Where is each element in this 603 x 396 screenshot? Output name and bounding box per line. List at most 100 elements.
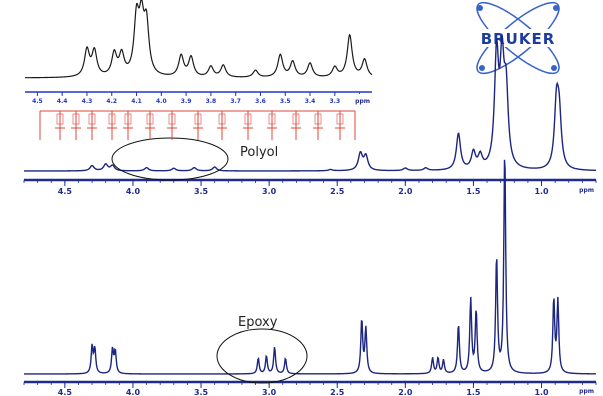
inset-peak <box>146 10 147 11</box>
inset-tick-label: 3.7 <box>230 98 241 105</box>
polyol-annotation: Polyol <box>240 145 278 160</box>
structure-label-box <box>194 113 202 125</box>
structure-label-box <box>314 113 322 125</box>
polyol-peak <box>405 167 406 168</box>
epoxy-peak <box>115 347 116 348</box>
epoxy-unit-label: ppm <box>579 388 594 395</box>
structure-label-box <box>56 113 64 125</box>
epoxy-peak <box>258 357 259 358</box>
inset-peak <box>121 49 122 50</box>
epoxy-tick-label: 1.0 <box>534 388 549 396</box>
epoxy-peak <box>470 296 471 297</box>
polyol-peak <box>473 149 474 150</box>
epoxy-tick-label: 2.5 <box>330 388 345 396</box>
epoxy-tick-label: 2.0 <box>398 388 413 396</box>
polyol-peak <box>92 165 93 166</box>
epoxy-peak <box>285 357 286 358</box>
epoxy-region-ellipse <box>216 328 308 384</box>
inset-tick-label: 3.9 <box>181 98 192 105</box>
polyol-tick-label: 1.5 <box>466 187 481 196</box>
polyol-peak <box>496 38 497 39</box>
inset-peak <box>136 4 137 5</box>
inset-peak <box>334 65 335 66</box>
epoxy-tick-label: 4.5 <box>58 388 73 396</box>
logo-orbit-1 <box>476 1 560 75</box>
inset-tick-label: 3.5 <box>280 98 291 105</box>
epoxy-peak <box>553 294 554 295</box>
polyol-peak <box>425 167 426 168</box>
polyol-peak <box>559 93 560 94</box>
polyol-peak <box>360 151 361 152</box>
epoxy-trace <box>24 159 597 375</box>
structure-pendant <box>243 111 253 140</box>
epoxy-tick-label: 3.5 <box>194 388 209 396</box>
epoxy-peak <box>458 323 459 324</box>
structure-pendant <box>145 111 155 140</box>
epoxy-peak <box>504 146 505 147</box>
epoxy-peak <box>361 316 362 317</box>
polyol-unit-label: ppm <box>579 187 594 194</box>
structure-pendant <box>193 111 203 140</box>
inset-peak <box>210 65 211 66</box>
structure-label-box <box>336 113 344 125</box>
inset-tick-label: 4.5 <box>32 98 43 105</box>
inset-peak <box>86 46 87 47</box>
inset-peak <box>94 47 95 48</box>
polyol-peak <box>214 166 215 167</box>
structure-label-box <box>88 113 96 125</box>
polyol-peak <box>501 35 502 36</box>
polyol-peak <box>556 85 557 86</box>
structure-ends <box>39 111 356 140</box>
epoxy-peak <box>112 345 113 346</box>
inset-tick-label: 4.1 <box>131 98 142 105</box>
epoxy-peak <box>437 356 438 357</box>
polyol-tick-label: 4.0 <box>126 187 141 196</box>
inset-peak <box>255 70 256 71</box>
structure-pendant <box>55 111 65 140</box>
logo-node-3 <box>479 65 485 71</box>
inset-tick-label: 4.2 <box>106 98 117 105</box>
inset-tick-label: 4.4 <box>57 98 68 105</box>
polyol-tick-label: 2.0 <box>398 187 413 196</box>
epoxy-peak <box>496 252 497 253</box>
polyol-peak <box>480 151 481 152</box>
structure-pendant <box>87 111 97 140</box>
structure-label-box <box>72 113 80 125</box>
polyol-peak <box>105 163 106 164</box>
polyol-trace <box>24 35 597 172</box>
polyol-peak <box>194 167 195 168</box>
structure-pendant <box>313 111 323 140</box>
molecular-structure-diagram <box>39 110 356 140</box>
inset-peak <box>223 64 224 65</box>
inset-unit-label: ppm <box>355 98 370 105</box>
inset-peak <box>190 55 191 56</box>
epoxy-annotation: Epoxy <box>238 315 278 330</box>
epoxy-tick-label: 1.5 <box>466 388 481 396</box>
structure-label-box <box>292 113 300 125</box>
polyol-peak <box>506 66 507 67</box>
inset-peak <box>280 54 281 55</box>
structure-label-box <box>218 113 226 125</box>
polyol-peak <box>365 153 366 154</box>
polyol-peak <box>112 164 113 165</box>
epoxy-peak <box>443 359 444 360</box>
structure-pendant <box>71 111 81 140</box>
epoxy-peak <box>274 346 275 347</box>
epoxy-peak <box>94 345 95 346</box>
structure-label-box <box>108 113 116 125</box>
structure-pendant <box>217 111 227 140</box>
inset-tick-label: 4.0 <box>156 98 167 105</box>
inset-tick-label: 4.3 <box>82 98 93 105</box>
inset-peak <box>181 54 182 55</box>
structure-label-box <box>124 113 132 125</box>
epoxy-peak <box>365 325 366 326</box>
epoxy-peak <box>432 357 433 358</box>
polyol-peak <box>173 168 174 169</box>
inset-peak <box>349 34 350 35</box>
bruker-logo: BRUKER <box>467 1 569 75</box>
structure-pendant <box>291 111 301 140</box>
epoxy-peak <box>557 296 558 297</box>
polyol-region-ellipse <box>111 137 229 181</box>
polyol-peak <box>330 169 331 170</box>
polyol-spectrum-panel: 4.5 4.0 3.5 3.0 2.5 2.0 1.5 1.0 ppm <box>23 35 597 196</box>
